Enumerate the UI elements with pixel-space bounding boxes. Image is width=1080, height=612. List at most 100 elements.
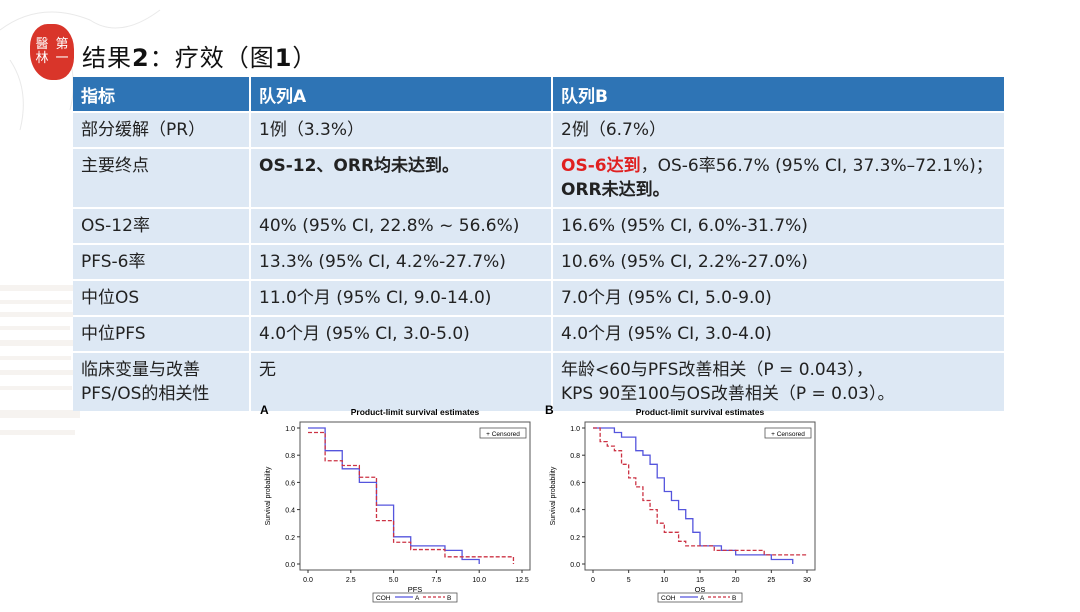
y-tick-label: 0.8 <box>570 453 580 460</box>
series-legend-box <box>657 592 743 603</box>
series-line-A <box>593 427 794 564</box>
x-tick-label: 0.0 <box>303 577 313 584</box>
x-tick-label: 30 <box>803 577 811 584</box>
cohort-a-value: 40% (95% CI, 22.8% ~ 56.6%) <box>250 207 553 244</box>
table-header-row: 指标 队列A 队列B <box>73 77 1006 112</box>
row-label: 主要终点 <box>73 147 251 208</box>
x-tick-label: 7.5 <box>432 577 442 584</box>
x-tick-label: 25 <box>767 577 775 584</box>
row-label: PFS-6率 <box>73 243 251 280</box>
panel-label: A <box>260 403 269 417</box>
value-text: ORR未达到。 <box>561 180 670 200</box>
x-tick-label: 0 <box>591 577 595 584</box>
y-axis-label: Survival probability <box>265 466 272 525</box>
legend-entry-a: A <box>700 595 705 602</box>
cohort-a-value: 无 <box>250 351 553 411</box>
y-tick-label: 0.6 <box>570 480 580 487</box>
y-tick-label: 0.0 <box>285 562 295 569</box>
row-label: 部分缓解（PR） <box>73 111 251 148</box>
cohort-b-value: 7.0个月 (95% CI, 5.0-9.0) <box>552 279 1006 316</box>
y-axis-label: Survival probability <box>550 466 557 525</box>
header-cohort-a: 队列A <box>250 77 553 112</box>
title-number: 2 <box>132 44 150 72</box>
y-tick-label: 0.2 <box>570 535 580 542</box>
legend-entry-b: B <box>447 595 451 602</box>
table-row: 临床变量与改善 PFS/OS的相关性 无 年龄<60与PFS改善相关（P = 0… <box>73 351 1006 411</box>
cohort-a-value: 4.0个月 (95% CI, 3.0-5.0) <box>250 315 553 352</box>
censored-legend-text: + Censored <box>771 431 805 438</box>
seal-char: 醫 <box>35 37 49 52</box>
value-text: KPS 90至100与OS改善相关（P = 0.03）。 <box>561 384 895 404</box>
km-chart-pfs: A Product-limit survival estimates 0.0 0.2 0… <box>258 402 548 608</box>
x-tick-label: 20 <box>732 577 740 584</box>
y-tick-label: 1.0 <box>570 426 580 433</box>
chart-title: Product-limit survival estimates <box>636 407 765 417</box>
label-text: 临床变量与改善 <box>81 360 200 380</box>
cohort-b-value: 10.6% (95% CI, 2.2%-27.0%) <box>552 243 1006 280</box>
title-text: ） <box>292 44 318 72</box>
seal-char: 林 <box>35 51 49 66</box>
table-row: 部分缓解（PR） 1例（3.3%） 2例（6.7%） <box>73 111 1006 148</box>
cohort-b-value: OS-6达到，OS-6率56.7% (95% CI, 37.3%–72.1%)；… <box>552 147 1006 208</box>
cohort-a-value: 13.3% (95% CI, 4.2%-27.7%) <box>250 243 553 280</box>
x-tick-label: 12.5 <box>515 577 529 584</box>
chart-title: Product-limit survival estimates <box>351 407 480 417</box>
legend-entry-a: A <box>415 595 420 602</box>
row-label: 中位PFS <box>73 315 251 352</box>
panel-label: B <box>545 403 554 417</box>
km-chart-os: B Product-limit survival estimates 0.0 0.2 0… <box>543 402 833 608</box>
series-line-A <box>308 427 480 564</box>
series-legend-box <box>372 592 458 603</box>
title-figure-number: 1 <box>274 44 293 72</box>
y-tick-label: 0.0 <box>570 562 580 569</box>
table-row: PFS-6率 13.3% (95% CI, 4.2%-27.7%) 10.6% … <box>73 243 1006 280</box>
cohort-b-value: 年龄<60与PFS改善相关（P = 0.043）， KPS 90至100与OS改… <box>552 351 1006 411</box>
censored-legend-box <box>764 427 812 439</box>
x-tick-label: 2.5 <box>346 577 356 584</box>
plot-frame <box>584 421 816 571</box>
cohort-b-value: 4.0个月 (95% CI, 3.0-4.0) <box>552 315 1006 352</box>
cohort-a-value: 1例（3.3%） <box>250 111 553 148</box>
value-text: 年龄<60与PFS改善相关（P = 0.043）， <box>561 360 873 380</box>
series-line-B <box>593 427 807 556</box>
censored-legend-box <box>479 427 527 439</box>
header-cohort-b: 队列B <box>552 77 1006 112</box>
x-axis-label: PFS <box>408 585 423 594</box>
header-metric: 指标 <box>73 77 251 112</box>
seal-logo: 醫 第 林 一 <box>30 24 74 80</box>
series-line-B <box>308 431 515 564</box>
y-tick-label: 0.4 <box>285 508 295 515</box>
series-legend-title: COH <box>661 595 676 602</box>
title-text: ：疗效（图 <box>149 44 275 72</box>
x-tick-label: 15 <box>696 577 704 584</box>
y-tick-label: 1.0 <box>285 426 295 433</box>
highlight-text: OS-6达到 <box>561 156 641 176</box>
slide-title: 结果2：疗效（图1） <box>82 38 317 73</box>
table-row: OS-12率 40% (95% CI, 22.8% ~ 56.6%) 16.6%… <box>73 207 1006 244</box>
legend-entry-b: B <box>732 595 736 602</box>
seal-char: 一 <box>55 51 69 66</box>
row-label: 中位OS <box>73 279 251 316</box>
x-tick-label: 5 <box>627 577 631 584</box>
plot-frame <box>299 421 531 571</box>
y-tick-label: 0.4 <box>570 508 580 515</box>
seal-char: 第 <box>55 37 69 52</box>
table-row: 中位OS 11.0个月 (95% CI, 9.0-14.0) 7.0个月 (95… <box>73 279 1006 316</box>
cohort-a-value: 11.0个月 (95% CI, 9.0-14.0) <box>250 279 553 316</box>
row-label: OS-12率 <box>73 207 251 244</box>
y-tick-label: 0.8 <box>285 453 295 460</box>
label-text: PFS/OS的相关性 <box>81 384 210 404</box>
y-tick-label: 0.2 <box>285 535 295 542</box>
value-text: ，OS-6率56.7% (95% CI, 37.3%–72.1%)； <box>640 156 993 176</box>
x-tick-label: 10.0 <box>472 577 486 584</box>
x-axis-label: OS <box>695 585 706 594</box>
y-tick-label: 0.6 <box>285 480 295 487</box>
cohort-b-value: 16.6% (95% CI, 6.0%-31.7%) <box>552 207 1006 244</box>
row-label: 临床变量与改善 PFS/OS的相关性 <box>73 351 251 411</box>
x-tick-label: 5.0 <box>389 577 399 584</box>
x-tick-label: 10 <box>660 577 668 584</box>
table-row: 主要终点 OS-12、ORR均未达到。 OS-6达到，OS-6率56.7% (9… <box>73 147 1006 208</box>
cohort-a-value: OS-12、ORR均未达到。 <box>250 147 553 208</box>
table-row: 中位PFS 4.0个月 (95% CI, 3.0-5.0) 4.0个月 (95%… <box>73 315 1006 352</box>
cohort-b-value: 2例（6.7%） <box>552 111 1006 148</box>
